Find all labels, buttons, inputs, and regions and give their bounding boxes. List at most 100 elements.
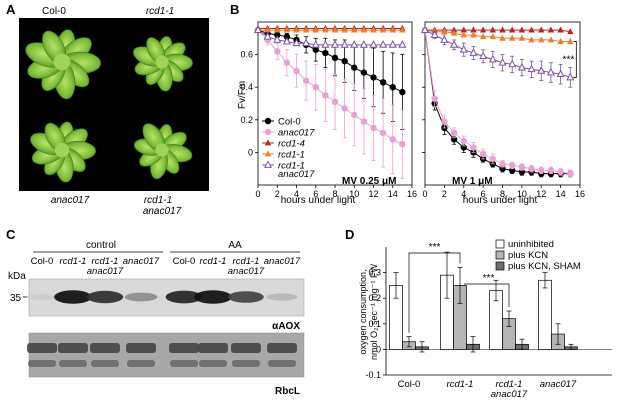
data-point — [538, 36, 545, 43]
aox-band — [165, 290, 203, 304]
data-point — [430, 30, 439, 38]
data-point — [283, 59, 291, 66]
rosette-rcd1-1-anac017 — [133, 123, 193, 180]
data-point — [528, 165, 535, 172]
rbcl-bands — [27, 343, 297, 367]
data-point — [312, 84, 319, 91]
rbcl-band — [28, 360, 56, 367]
rbcl-band — [90, 343, 120, 353]
rbcl-band — [91, 360, 119, 367]
data-point — [302, 77, 310, 84]
b-left-annotation: MV 0.25 μM — [342, 176, 396, 187]
rbcl-band — [170, 360, 198, 367]
y-tick-label: 0.2 — [368, 293, 381, 303]
lane-label: rcd1-1 — [233, 256, 260, 267]
data-point — [388, 40, 397, 48]
b-right-xlabel: hours under light — [463, 195, 538, 206]
series-anac017 — [421, 26, 574, 178]
series-line — [424, 30, 571, 175]
data-point — [302, 38, 311, 47]
data-point — [379, 129, 387, 137]
lane-label: anac017 — [228, 266, 265, 277]
data-point — [488, 54, 497, 63]
data-point — [546, 67, 555, 76]
data-point — [321, 40, 330, 48]
rosette-center — [155, 55, 169, 69]
data-point — [479, 150, 487, 158]
data-point — [399, 141, 406, 148]
data-point — [322, 92, 329, 99]
data-point — [293, 67, 300, 75]
lane-label: Col-0 — [31, 256, 54, 267]
data-point — [567, 28, 574, 35]
y-tick-label: 0 — [376, 344, 381, 354]
data-point — [322, 26, 329, 33]
series-line — [257, 29, 403, 46]
data-point — [420, 25, 430, 34]
legend-label: rcd1-1 — [278, 161, 305, 172]
x-tick-label: 10 — [517, 189, 527, 199]
data-point — [398, 40, 407, 48]
x-tick-label: 6 — [313, 189, 318, 199]
series-anac017 — [254, 26, 406, 179]
data-point — [341, 57, 348, 65]
plant-label-double-line1: rcd1-1 — [144, 195, 172, 206]
data-point — [538, 26, 545, 33]
data-point — [470, 26, 477, 33]
chart-b-left: 0 2 4 6 8 10 12 14 16 0 0.2 0.4 0.6 — [240, 21, 417, 199]
data-point — [557, 26, 564, 33]
y-tick-label: 0.4 — [240, 82, 253, 92]
data-point — [479, 51, 488, 60]
data-point — [460, 26, 467, 33]
chart-b-right: 0 2 4 6 8 10 12 14 16 *** — [420, 21, 585, 199]
rbcl-blot — [28, 332, 305, 378]
category-label: anac017 — [540, 379, 577, 390]
series-line — [425, 29, 571, 33]
aox-label: αAOX — [272, 321, 300, 332]
rbcl-band — [268, 360, 296, 367]
data-point — [322, 49, 329, 57]
data-point — [528, 36, 535, 43]
data-point — [399, 88, 406, 96]
panel-letter-a: A — [6, 2, 16, 17]
series-line — [424, 29, 571, 43]
b-left-ylabel: Fv/Fm — [237, 81, 248, 109]
bar — [538, 279, 552, 350]
data-point — [379, 79, 387, 86]
data-point — [567, 37, 574, 44]
data-point — [440, 35, 449, 43]
d-ylabel-line2: nmol O₂ sec⁻¹ mg⁻¹ FW — [369, 263, 379, 360]
x-tick-label: 16 — [575, 189, 585, 199]
data-point — [351, 64, 358, 71]
data-point — [389, 136, 396, 143]
legend-label: anac017 — [278, 169, 315, 180]
data-point — [566, 72, 575, 81]
data-point — [441, 118, 448, 125]
data-point — [547, 26, 555, 33]
data-point — [389, 84, 396, 91]
data-point — [470, 31, 477, 38]
rosette-center — [155, 143, 169, 157]
series-line — [257, 29, 403, 145]
series-rcd1-1-anac017 — [253, 25, 407, 48]
lane-label: anac017 — [264, 256, 301, 267]
data-point — [312, 26, 319, 33]
data-point — [479, 32, 487, 40]
aox-band — [86, 290, 124, 304]
x-tick-label: 0 — [255, 189, 260, 199]
data-point — [518, 26, 526, 33]
lane-label: anac017 — [87, 266, 124, 277]
rbcl-band — [231, 343, 261, 353]
lane-label: rcd1-1 — [92, 256, 119, 267]
data-point — [556, 69, 565, 78]
data-point — [293, 26, 300, 33]
lane-label: anac017 — [123, 256, 160, 267]
rbcl-band — [169, 343, 199, 353]
aox-band — [54, 290, 92, 304]
data-point — [450, 129, 458, 137]
data-point — [331, 26, 339, 33]
data-point — [264, 117, 272, 125]
significance-bracket — [408, 252, 461, 333]
panel-a: Col-0 rcd1-1 anac017 rcd1-1 anac017 — [19, 6, 209, 217]
data-point — [567, 170, 574, 177]
